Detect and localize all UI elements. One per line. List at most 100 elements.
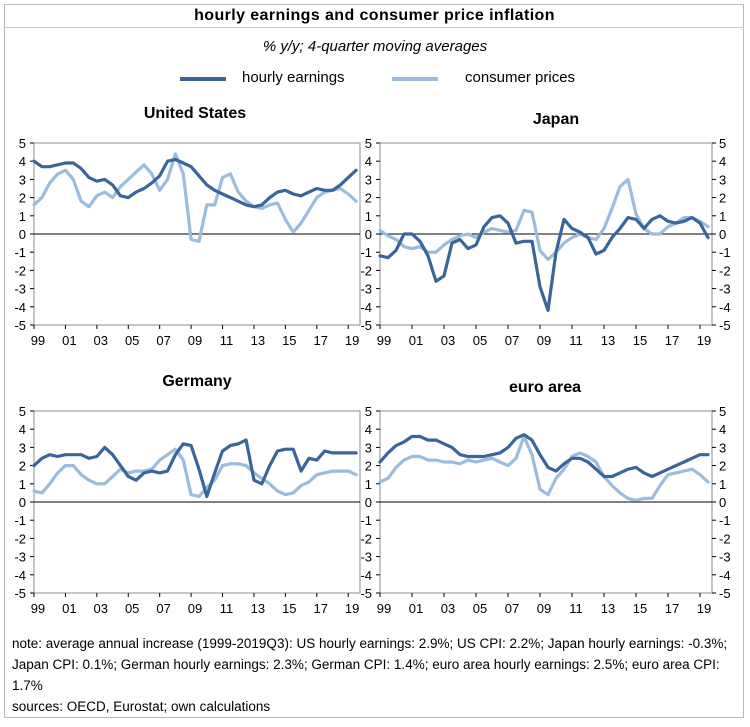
y-tick-label-left-united-states: 3 — [19, 172, 26, 187]
y-tick-label-right-japan: -5 — [719, 318, 731, 333]
series-line-hourly-earnings-japan — [378, 214, 710, 312]
legend-label-consumer-prices: consumer prices — [465, 69, 576, 86]
y-tick-label-right-euro-area: 2 — [719, 459, 726, 474]
series-line-consumer-prices-euro-area — [378, 434, 710, 502]
y-tick-label-left-japan: 1 — [365, 209, 372, 224]
y-tick-label-right-euro-area: -1 — [719, 513, 731, 528]
sources: sources: OECD, Eurostat; own calculation… — [12, 699, 271, 714]
x-tick-label-germany: 99 — [31, 601, 45, 616]
y-tick-label-left-japan: 0 — [365, 227, 372, 242]
x-tick-label-united-states: 09 — [188, 333, 202, 348]
x-tick-label-germany: 17 — [313, 601, 327, 616]
x-tick-label-germany: 09 — [188, 601, 202, 616]
y-tick-label-left-united-states: 5 — [19, 136, 26, 151]
x-tick-label-germany: 05 — [125, 601, 139, 616]
x-tick-label-japan: 03 — [441, 333, 455, 348]
chart-frame — [4, 4, 744, 718]
y-tick-label-right-euro-area: 3 — [719, 440, 726, 455]
y-tick-label-left-united-states: 0 — [19, 227, 26, 242]
y-tick-label-left-japan: -5 — [360, 318, 372, 333]
y-tick-label-right-japan: 5 — [719, 136, 726, 151]
series-line-hourly-earnings-euro-area — [378, 433, 710, 479]
y-tick-label-left-united-states: 4 — [19, 154, 26, 169]
main-title: hourly earnings and consumer price infla… — [194, 7, 555, 24]
y-tick-label-left-germany: 4 — [19, 422, 26, 437]
y-tick-label-right-euro-area: -4 — [719, 568, 731, 583]
y-tick-label-left-germany: 3 — [19, 440, 26, 455]
y-tick-label-left-germany: 5 — [19, 404, 26, 419]
y-tick-label-left-united-states: -4 — [14, 300, 26, 315]
panel-title-euro-area: euro area — [509, 379, 581, 396]
panel-title-germany: Germany — [162, 373, 231, 390]
x-tick-label-united-states: 13 — [251, 333, 265, 348]
subtitle: % y/y; 4-quarter moving averages — [262, 38, 488, 55]
y-tick-label-left-germany: 1 — [19, 477, 26, 492]
x-tick-label-germany: 01 — [62, 601, 76, 616]
panel-japan: Japan-5 -5-4 -4-3 -3-2 -2-1 -10 01 12 23 34 45 599 0… — [360, 111, 730, 348]
x-tick-label-euro-area: 05 — [473, 601, 487, 616]
y-tick-label-left-euro-area: -4 — [360, 568, 372, 583]
x-tick-label-united-states: 15 — [282, 333, 296, 348]
series-line-hourly-earnings-united-states — [32, 157, 358, 209]
series-line-consumer-prices-japan — [378, 177, 710, 262]
footnote: note: average annual increase (1999-2019… — [12, 636, 728, 693]
x-tick-label-japan: 13 — [601, 333, 615, 348]
y-tick-label-left-euro-area: 0 — [365, 495, 372, 510]
y-tick-label-left-euro-area: -2 — [360, 531, 372, 546]
y-tick-label-left-germany: -1 — [14, 513, 26, 528]
y-tick-label-left-japan: -3 — [360, 282, 372, 297]
y-tick-label-left-germany: 2 — [19, 459, 26, 474]
x-tick-label-japan: 17 — [665, 333, 679, 348]
x-tick-label-euro-area: 99 — [377, 601, 391, 616]
y-tick-label-right-japan: -2 — [719, 263, 731, 278]
x-tick-label-united-states: 17 — [313, 333, 327, 348]
y-tick-label-left-japan: 4 — [365, 154, 372, 169]
x-tick-label-euro-area: 01 — [409, 601, 423, 616]
y-tick-label-right-euro-area: -3 — [719, 550, 731, 565]
legend-label-hourly-earnings: hourly earnings — [242, 69, 345, 86]
y-tick-label-left-japan: -2 — [360, 263, 372, 278]
x-tick-label-united-states: 05 — [125, 333, 139, 348]
y-tick-label-left-japan: -1 — [360, 245, 372, 260]
x-tick-label-euro-area: 13 — [601, 601, 615, 616]
x-tick-label-germany: 13 — [251, 601, 265, 616]
y-tick-label-left-united-states: 2 — [19, 191, 26, 206]
y-tick-label-left-euro-area: 2 — [365, 459, 372, 474]
legend: hourly earnings consumer prices — [0, 66, 750, 90]
y-tick-label-right-euro-area: -2 — [719, 531, 731, 546]
x-tick-label-japan: 09 — [537, 333, 551, 348]
x-tick-label-germany: 07 — [156, 601, 170, 616]
y-tick-label-left-united-states: -3 — [14, 282, 26, 297]
legend-swatch-consumer-prices — [392, 77, 438, 81]
y-tick-label-left-euro-area: -3 — [360, 550, 372, 565]
y-tick-label-right-japan: 2 — [719, 191, 726, 206]
y-tick-label-left-united-states: 1 — [19, 209, 26, 224]
x-tick-label-united-states: 19 — [345, 333, 359, 348]
y-tick-label-left-euro-area: 1 — [365, 477, 372, 492]
panel-title-united-states: United States — [144, 105, 246, 122]
series-line-hourly-earnings-germany — [32, 438, 358, 499]
y-tick-label-left-united-states: -1 — [14, 245, 26, 260]
x-tick-label-japan: 19 — [697, 333, 711, 348]
x-tick-label-euro-area: 15 — [633, 601, 647, 616]
y-tick-label-right-euro-area: 0 — [719, 495, 726, 510]
x-tick-label-euro-area: 03 — [441, 601, 455, 616]
y-tick-label-right-japan: 1 — [719, 209, 726, 224]
y-tick-label-left-japan: 5 — [365, 136, 372, 151]
x-tick-label-japan: 05 — [473, 333, 487, 348]
x-tick-label-germany: 15 — [282, 601, 296, 616]
x-tick-label-germany: 11 — [220, 601, 234, 616]
y-tick-label-left-euro-area: -5 — [360, 586, 372, 601]
y-tick-label-right-japan: 3 — [719, 172, 726, 187]
x-tick-label-japan: 07 — [505, 333, 519, 348]
y-tick-label-right-japan: -1 — [719, 245, 731, 260]
y-tick-label-left-euro-area: 5 — [365, 404, 372, 419]
y-tick-label-right-euro-area: 1 — [719, 477, 726, 492]
y-tick-label-right-japan: -4 — [719, 300, 731, 315]
x-tick-label-japan: 01 — [409, 333, 423, 348]
y-tick-label-left-united-states: -2 — [14, 263, 26, 278]
panel-euro-area: euro area-5 -5-4 -4-3 -3-2 -2-1 -10 01 12 23 34 45… — [360, 379, 730, 616]
y-tick-label-left-germany: -5 — [14, 586, 26, 601]
y-tick-label-left-germany: -4 — [14, 568, 26, 583]
